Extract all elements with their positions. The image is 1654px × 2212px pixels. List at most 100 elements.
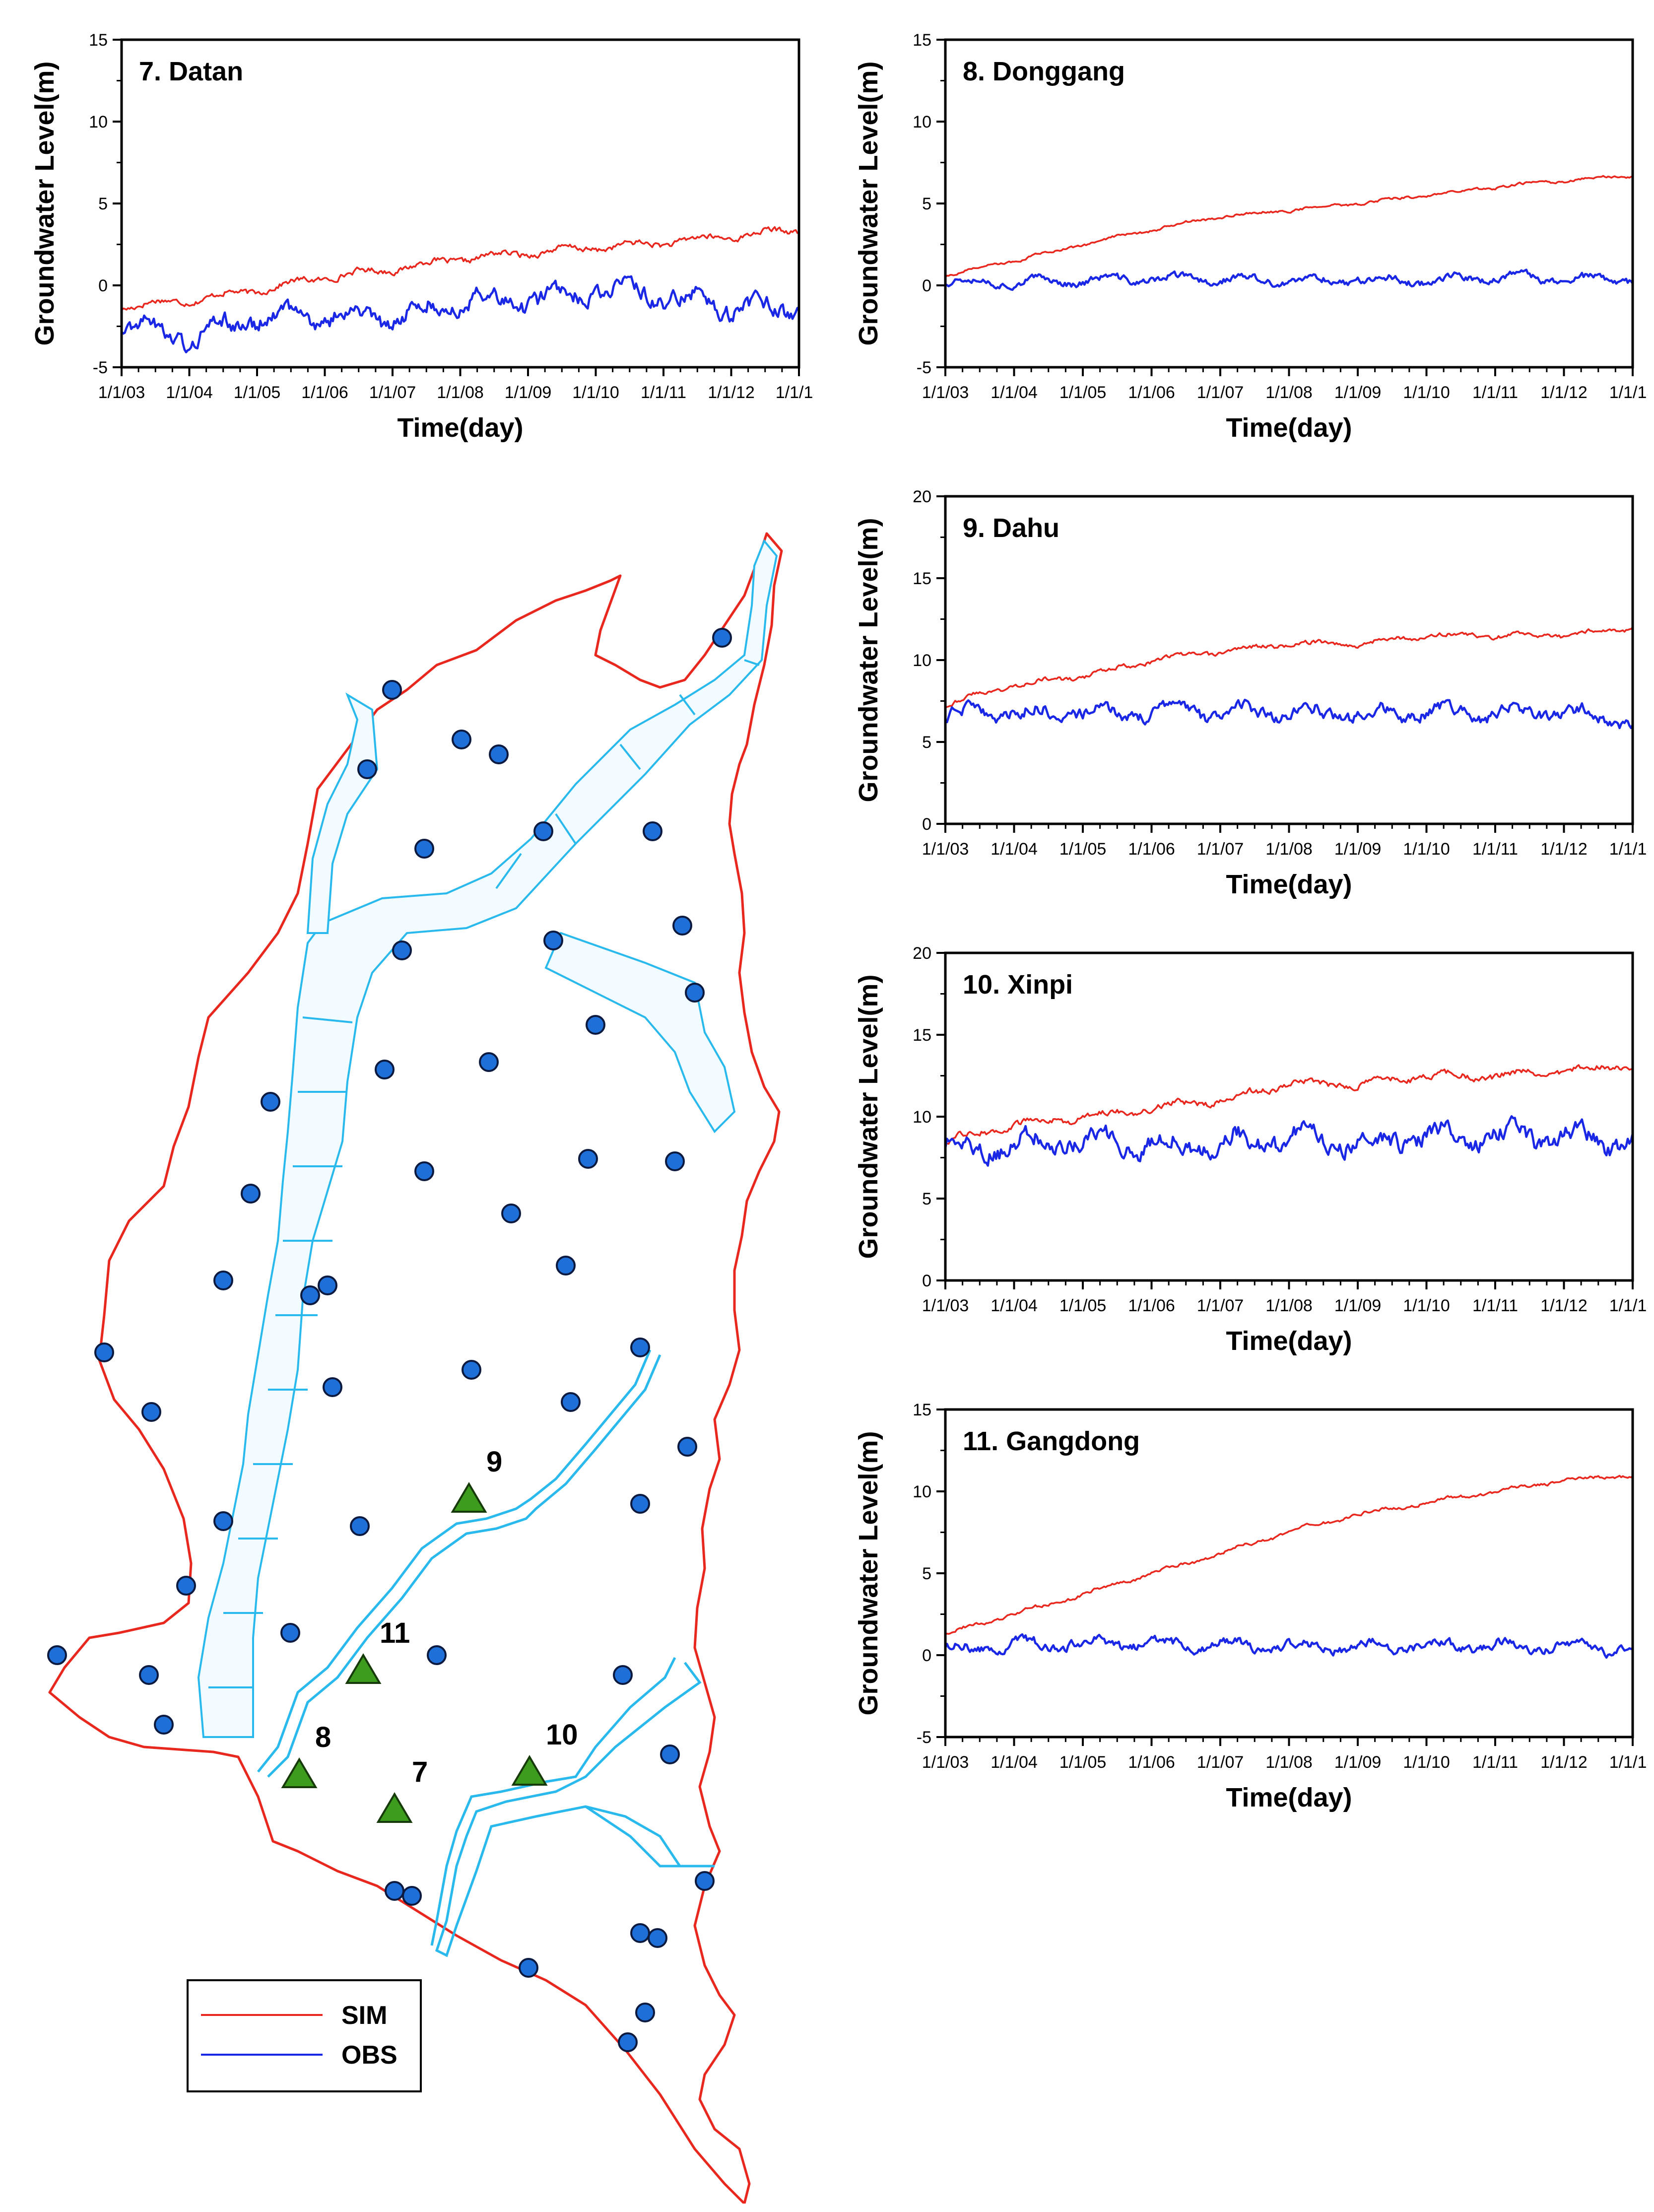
- sim-series-line: [945, 626, 1633, 708]
- y-tick-label: 0: [922, 1272, 931, 1290]
- monitoring-station-triangle-icon: [451, 1482, 487, 1513]
- observation-well-icon: [556, 1256, 576, 1275]
- y-tick-label: -5: [917, 1728, 931, 1747]
- x-tick-label: 1/1/07: [1197, 1296, 1244, 1315]
- observation-well-icon: [154, 1715, 174, 1735]
- observation-well-icon: [533, 821, 553, 841]
- x-tick-label: 1/1/07: [1197, 1753, 1244, 1772]
- x-tick-label: 1/1/13: [776, 383, 814, 402]
- panel-title: 9. Dahu: [963, 513, 1059, 543]
- x-tick-label: 1/1/12: [1540, 1296, 1588, 1315]
- obs-series-line: [945, 1115, 1633, 1167]
- observation-well-icon: [695, 1871, 715, 1891]
- x-tick-label: 1/1/03: [922, 383, 969, 402]
- x-tick-label: 1/1/10: [1403, 383, 1450, 402]
- observation-well-icon: [452, 730, 471, 749]
- observation-well-icon: [141, 1402, 161, 1422]
- observation-well-icon: [630, 1494, 650, 1514]
- x-tick-label: 1/1/11: [1472, 1753, 1518, 1772]
- x-tick-label: 1/1/06: [1128, 1753, 1175, 1772]
- y-tick-label: 0: [922, 276, 931, 295]
- x-tick-label: 1/1/04: [991, 840, 1038, 859]
- legend: SIM OBS: [187, 1979, 422, 2092]
- x-tick-label: 1/1/12: [708, 383, 755, 402]
- y-tick-label: 15: [913, 1026, 931, 1045]
- observation-well-icon: [672, 916, 692, 936]
- observation-well-icon: [630, 1338, 650, 1357]
- legend-box: [187, 1979, 422, 2092]
- x-tick-label: 1/1/05: [234, 383, 281, 402]
- x-tick-label: 1/1/08: [1265, 1753, 1313, 1772]
- station-label-7: 7: [412, 1756, 428, 1788]
- panel-title: 8. Donggang: [963, 57, 1125, 86]
- observation-well-icon: [462, 1360, 481, 1380]
- monitoring-station-triangle-icon: [511, 1755, 548, 1786]
- river-mesh-north-tributary: [306, 692, 736, 1134]
- x-tick-label: 1/1/13: [1609, 840, 1648, 859]
- x-tick-label: 1/1/08: [1265, 840, 1313, 859]
- plot-frame: [944, 1408, 1634, 1739]
- x-tick-label: 1/1/03: [922, 1296, 969, 1315]
- sim-series-line: [122, 226, 799, 311]
- y-tick-label: 20: [913, 487, 931, 506]
- x-tick-label: 1/1/05: [1059, 840, 1107, 859]
- y-axis-label: Groundwater Level(m): [854, 61, 883, 345]
- y-axis-label: Groundwater Level(m): [854, 974, 883, 1259]
- observation-well-icon: [685, 983, 705, 1003]
- panel-title: 10. Xinpi: [963, 970, 1073, 1000]
- x-tick-label: 1/1/08: [1265, 1296, 1313, 1315]
- observation-well-icon: [543, 931, 563, 950]
- observation-wells: [47, 628, 732, 2052]
- station-label-8: 8: [315, 1721, 331, 1753]
- y-tick-label: 20: [913, 944, 931, 963]
- observation-well-icon: [94, 1342, 114, 1362]
- x-tick-label: 1/1/06: [1128, 840, 1175, 859]
- y-tick-label: 5: [922, 733, 931, 752]
- x-tick-label: 1/1/03: [922, 840, 969, 859]
- x-tick-label: 1/1/09: [1334, 383, 1382, 402]
- y-tick-label: 5: [98, 195, 108, 213]
- x-tick-label: 1/1/09: [1334, 840, 1382, 859]
- x-tick-label: 1/1/09: [1334, 1753, 1382, 1772]
- x-tick-label: 1/1/04: [991, 1753, 1038, 1772]
- observation-well-icon: [414, 1161, 434, 1181]
- y-axis-label: Groundwater Level(m): [854, 1431, 883, 1715]
- x-tick-label: 1/1/04: [991, 1296, 1038, 1315]
- observation-well-icon: [47, 1645, 67, 1665]
- monitoring-station-triangle-icon: [281, 1757, 318, 1788]
- y-axis-label: Groundwater Level(m): [854, 518, 883, 802]
- study-area-map: 9 11 8 7 10 SIM OBS: [47, 532, 783, 2204]
- monitoring-station-triangle-icon: [345, 1653, 382, 1684]
- observation-well-icon: [402, 1886, 422, 1906]
- observation-well-icon: [280, 1623, 300, 1643]
- x-tick-label: 1/1/09: [505, 383, 552, 402]
- x-tick-label: 1/1/11: [1472, 383, 1518, 402]
- x-tick-label: 1/1/05: [1059, 1753, 1107, 1772]
- monitoring-stations: [281, 1482, 548, 1823]
- station-label-11: 11: [380, 1617, 410, 1649]
- observation-well-icon: [489, 744, 509, 764]
- y-tick-label: 15: [913, 31, 931, 50]
- y-tick-label: 15: [89, 31, 108, 50]
- x-tick-label: 1/1/03: [922, 1753, 969, 1772]
- plot-frame: [944, 495, 1634, 825]
- x-tick-label: 1/1/12: [1540, 1753, 1588, 1772]
- x-tick-label: 1/1/11: [1472, 840, 1518, 859]
- x-tick-label: 1/1/06: [1128, 383, 1175, 402]
- chart-dahu: 0 5 10 15 20 1/1/03 1/1/04 1/1/05 1/1/06 1/1/07 1/…: [854, 487, 1648, 899]
- y-tick-label: 0: [922, 1646, 931, 1665]
- y-tick-label: -5: [93, 358, 108, 377]
- observation-well-icon: [375, 1060, 395, 1079]
- x-axis-label: Time(day): [1226, 1326, 1352, 1356]
- x-tick-label: 1/1/07: [1197, 840, 1244, 859]
- observation-well-icon: [519, 1958, 538, 1978]
- y-tick-label: 10: [89, 113, 108, 132]
- x-tick-label: 1/1/08: [437, 383, 484, 402]
- sim-series-line: [945, 1064, 1633, 1145]
- monitoring-station-triangle-icon: [376, 1792, 413, 1823]
- sim-series-line: [945, 175, 1633, 278]
- y-tick-label: 10: [913, 113, 931, 132]
- observation-well-icon: [613, 1665, 633, 1685]
- observation-well-icon: [392, 940, 412, 960]
- observation-well-icon: [630, 1923, 650, 1943]
